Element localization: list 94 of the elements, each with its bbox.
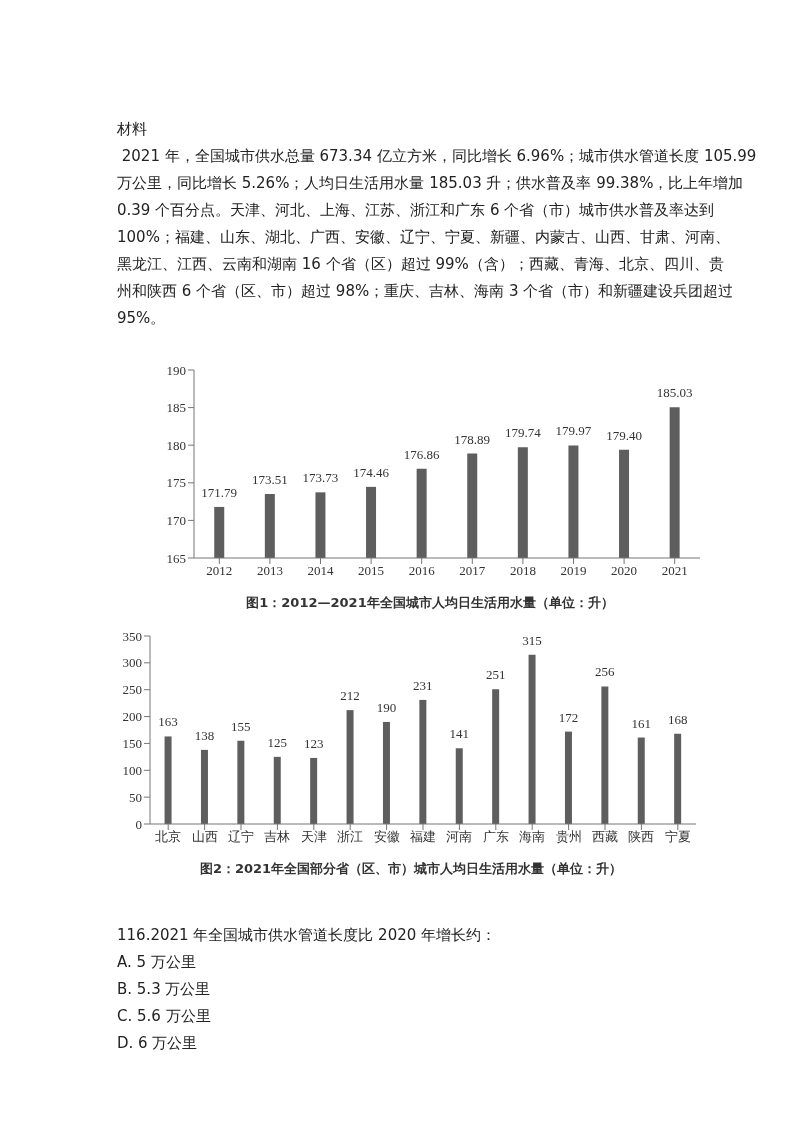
text: 材料 bbox=[117, 119, 148, 140]
data-label: 123 bbox=[303, 735, 324, 751]
text: 黑龙江、江西、云南和湖南 16 个省（区）超过 99%（含）；西藏、青海、北京、四川、贵 bbox=[117, 254, 725, 275]
x-tick-label: 2020 bbox=[611, 563, 638, 579]
y-tick-label: 190 bbox=[166, 362, 186, 378]
data-label: 173.73 bbox=[302, 470, 339, 486]
y-tick-label: 170 bbox=[166, 513, 186, 529]
y-tick-label: 100 bbox=[122, 762, 142, 778]
data-label: 185.03 bbox=[656, 385, 693, 401]
bar bbox=[346, 710, 354, 824]
data-label: 155 bbox=[231, 718, 251, 734]
y-tick-label: 175 bbox=[166, 475, 186, 491]
x-tick-label: 2021 bbox=[661, 563, 688, 579]
bar bbox=[492, 689, 500, 824]
data-label: 125 bbox=[267, 734, 288, 750]
text: 95%。 bbox=[117, 308, 167, 329]
x-tick-label: 2016 bbox=[408, 563, 436, 579]
x-tick-label: 贵州 bbox=[555, 829, 582, 845]
text: 100%；福建、山东、湖北、广西、安徽、辽宁、宁夏、新疆、内蒙古、山西、甘肃、河南、 bbox=[117, 227, 731, 248]
x-tick-label: 河南 bbox=[446, 829, 473, 845]
x-tick-label: 2018 bbox=[509, 563, 536, 579]
y-tick-label: 250 bbox=[122, 682, 142, 698]
x-tick-label: 陕西 bbox=[628, 829, 655, 845]
bar bbox=[455, 748, 463, 824]
text: 万公里，同比增长 5.26%；人均日生活用水量 185.03 升；供水普及率 99.38%，比上年增加 bbox=[117, 173, 745, 194]
data-label: 231 bbox=[413, 677, 433, 693]
x-tick-label: 2012 bbox=[206, 563, 233, 579]
data-label: 174.46 bbox=[353, 464, 390, 480]
text: D. 6 万公里 bbox=[117, 1033, 199, 1054]
bar bbox=[164, 736, 172, 824]
x-tick-label: 广东 bbox=[482, 829, 509, 845]
data-label: 178.89 bbox=[454, 431, 491, 447]
x-tick-label: 天津 bbox=[300, 829, 327, 845]
x-tick-label: 安徽 bbox=[373, 829, 400, 845]
bar bbox=[273, 756, 281, 824]
data-label: 173.51 bbox=[251, 472, 288, 487]
y-tick-label: 150 bbox=[122, 736, 142, 752]
y-tick-label: 350 bbox=[122, 628, 142, 644]
y-tick-label: 0 bbox=[135, 816, 142, 832]
x-tick-label: 山西 bbox=[191, 829, 218, 845]
text: 图1：2012—2021年全国城市人均日生活用水量（单位：升） bbox=[245, 594, 615, 612]
bar bbox=[637, 737, 645, 824]
y-tick-label: 165 bbox=[166, 550, 186, 566]
x-tick-label: 辽宁 bbox=[228, 829, 254, 845]
bar bbox=[310, 757, 318, 824]
y-tick-label: 300 bbox=[122, 655, 142, 671]
data-label: 212 bbox=[340, 688, 360, 704]
text: 州和陕西 6 个省（区、市）超过 98%；重庆、吉林、海南 3 个省（市）和新疆建设兵团超过 bbox=[117, 281, 735, 302]
y-tick-label: 50 bbox=[129, 789, 142, 805]
data-label: 179.40 bbox=[606, 427, 642, 443]
data-label: 163 bbox=[158, 714, 178, 730]
data-label: 179.74 bbox=[504, 425, 542, 441]
x-tick-label: 北京 bbox=[155, 829, 182, 845]
x-tick-label: 吉林 bbox=[264, 829, 291, 845]
x-tick-label: 2019 bbox=[560, 563, 587, 579]
bar bbox=[382, 721, 390, 824]
bar bbox=[674, 733, 682, 824]
bar bbox=[200, 749, 208, 824]
x-tick-label: 2014 bbox=[307, 563, 334, 579]
text: 图2：2021年全国部分省（区、市）城市人均日生活用水量（单位：升） bbox=[198, 860, 624, 878]
data-label: 179.97 bbox=[555, 423, 592, 439]
data-label: 138 bbox=[194, 727, 215, 743]
data-label: 256 bbox=[595, 664, 616, 680]
data-label: 168 bbox=[667, 711, 688, 727]
x-tick-label: 福建 bbox=[410, 829, 436, 845]
text: 2021 年，全国城市供水总量 673.34 亿立方米，同比增长 6.96%；城市供水管道长度 105.99 bbox=[120, 146, 758, 167]
text: C. 5.6 万公里 bbox=[117, 1006, 212, 1027]
x-tick-label: 海南 bbox=[519, 829, 546, 845]
y-tick-label: 200 bbox=[122, 709, 142, 725]
x-tick-label: 西藏 bbox=[592, 829, 618, 845]
bar bbox=[601, 686, 609, 824]
x-tick-label: 2017 bbox=[459, 563, 486, 579]
x-tick-label: 浙江 bbox=[337, 829, 364, 845]
y-tick-label: 180 bbox=[166, 437, 186, 453]
x-tick-label: 2013 bbox=[256, 563, 283, 579]
data-label: 141 bbox=[449, 726, 470, 742]
x-tick-label: 宁夏 bbox=[664, 829, 691, 845]
text: A. 5 万公里 bbox=[117, 952, 197, 973]
data-label: 172 bbox=[558, 709, 579, 725]
y-tick-label: 185 bbox=[166, 400, 186, 416]
data-label: 161 bbox=[631, 715, 652, 731]
bar bbox=[237, 740, 245, 824]
data-label: 171.79 bbox=[201, 484, 238, 500]
data-label: 176.86 bbox=[403, 446, 441, 462]
data-label: 190 bbox=[376, 699, 397, 715]
x-tick-label: 2015 bbox=[358, 563, 385, 579]
bar bbox=[564, 731, 572, 824]
data-label: 251 bbox=[485, 667, 506, 683]
bar bbox=[419, 699, 427, 824]
data-label: 315 bbox=[522, 632, 542, 648]
text: 0.39 个百分点。天津、河北、上海、江苏、浙江和广东 6 个省（市）城市供水普及率达到 bbox=[117, 200, 716, 221]
text: 116.2021 年全国城市供水管道长度比 2020 年增长约： bbox=[117, 925, 498, 946]
text: B. 5.3 万公里 bbox=[117, 979, 212, 1000]
bar bbox=[528, 654, 536, 824]
